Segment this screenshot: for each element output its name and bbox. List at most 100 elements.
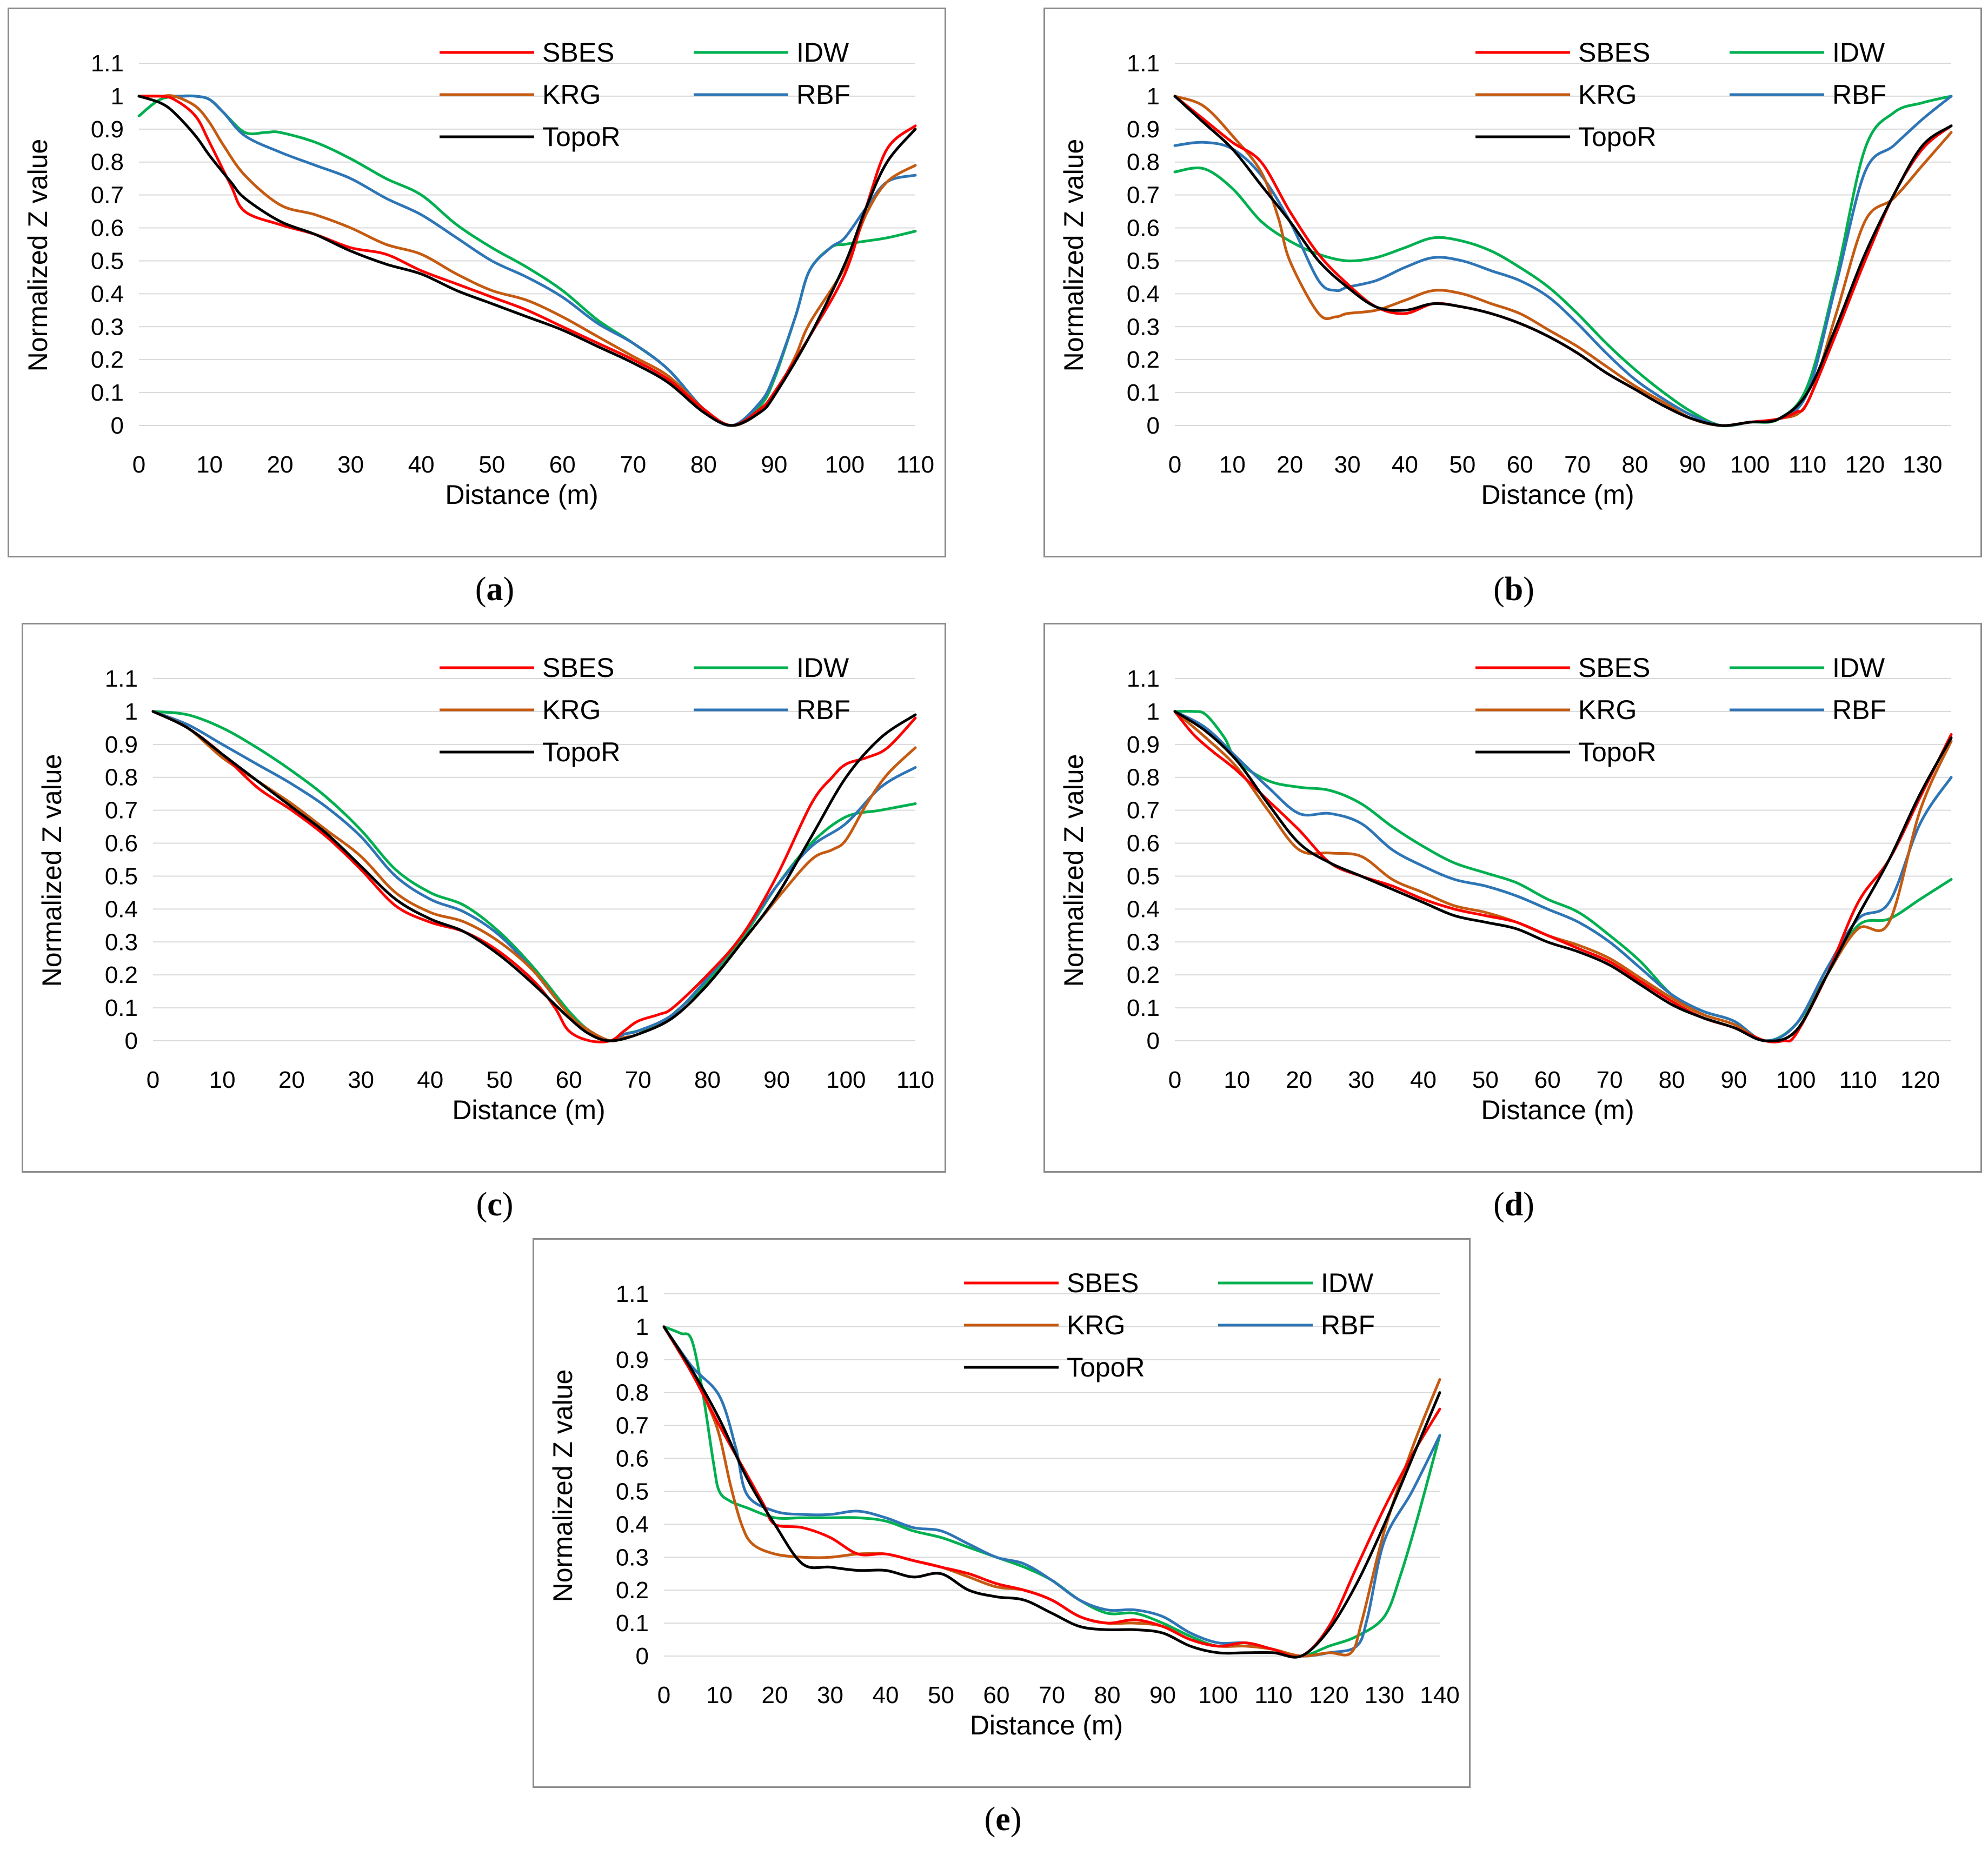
- caption-label-e: e: [995, 1801, 1010, 1838]
- y-tick-label: 0.1: [91, 380, 124, 406]
- x-tick-label: 100: [825, 451, 865, 478]
- legend-label-rbf: RBF: [796, 695, 850, 725]
- legend-label-idw: IDW: [1321, 1268, 1374, 1298]
- x-tick-label: 120: [1845, 451, 1885, 478]
- chart-d: 0 0.1 0.2 0.3 0.4 0.5 0.6 0.7 0.8 0.9 1 1.1 0 10 20 30 4…: [1059, 653, 1953, 1125]
- y-axis-title: Normalized Z value: [548, 1369, 578, 1603]
- y-tick-label: 0.8: [105, 764, 138, 791]
- y-tick-label: 0.1: [105, 995, 138, 1021]
- x-tick-label: 120: [1309, 1682, 1348, 1708]
- y-tick-label: 0.7: [91, 182, 124, 209]
- chart-panel-b: 0 0.1 0.2 0.3 0.4 0.5 0.6 0.7 0.8 0.9 1 1.1 0 10 20 30 4…: [1043, 8, 1982, 557]
- x-tick-label: 100: [1730, 451, 1770, 478]
- series-line-topor: [137, 95, 917, 427]
- chart-panel-c: 0 0.1 0.2 0.3 0.4 0.5 0.6 0.7 0.8 0.9 1 1.1 0 10 20 30 4…: [22, 623, 946, 1173]
- x-tick-label: 60: [1507, 451, 1533, 478]
- x-tick-label: 0: [1168, 451, 1181, 478]
- x-tick-label: 40: [417, 1067, 443, 1093]
- x-tick-label: 20: [278, 1067, 305, 1093]
- x-tick-label: 130: [1903, 451, 1942, 478]
- x-tick-label: 110: [896, 1067, 934, 1093]
- series-line-idw: [662, 1325, 1441, 1658]
- y-tick-label: 0.4: [1127, 281, 1160, 307]
- x-tick-label: 20: [1286, 1067, 1312, 1093]
- y-tick-label: 0.9: [1127, 732, 1160, 758]
- legend-label-krg: KRG: [1578, 695, 1637, 725]
- y-tick-label: 0.5: [616, 1478, 649, 1505]
- y-tick-label: 0.5: [1127, 863, 1160, 889]
- legend-label-rbf: RBF: [796, 79, 850, 110]
- series-line-topor: [1173, 95, 1953, 427]
- y-tick-label: 0.8: [91, 149, 124, 176]
- x-tick-label: 10: [1224, 1067, 1250, 1093]
- x-tick-label: 50: [928, 1682, 954, 1708]
- caption-e: (e): [984, 1801, 1022, 1838]
- x-tick-label: 80: [694, 1067, 721, 1093]
- y-tick-label: 0.3: [1127, 929, 1160, 955]
- legend-label-topor: TopoR: [542, 737, 621, 767]
- y-tick-label: 0.8: [616, 1380, 649, 1406]
- x-tick-label: 80: [1094, 1682, 1121, 1708]
- caption-b: (b): [1493, 571, 1534, 608]
- x-tick-label: 80: [690, 451, 717, 478]
- x-tick-label: 50: [1449, 451, 1475, 478]
- x-axis-title: Distance (m): [1481, 1095, 1634, 1125]
- series-line-krg: [1173, 95, 1953, 427]
- y-tick-label: 0: [1147, 413, 1160, 439]
- y-tick-label: 0.7: [616, 1413, 649, 1439]
- y-tick-label: 0: [111, 413, 124, 439]
- legend-label-topor: TopoR: [1578, 737, 1657, 767]
- x-tick-label: 40: [1392, 451, 1418, 478]
- x-axis-title: Distance (m): [452, 1095, 605, 1125]
- series-line-rbf: [1173, 710, 1953, 1042]
- x-tick-label: 20: [267, 451, 294, 478]
- legend-label-sbes: SBES: [542, 653, 614, 683]
- y-tick-label: 0.4: [91, 281, 124, 307]
- chart-panel-d: 0 0.1 0.2 0.3 0.4 0.5 0.6 0.7 0.8 0.9 1 1.1 0 10 20 30 4…: [1043, 623, 1982, 1173]
- y-tick-label: 1: [1147, 699, 1160, 725]
- y-axis-title: Normalized Z value: [37, 754, 67, 987]
- x-tick-label: 110: [896, 451, 934, 478]
- x-tick-label: 60: [556, 1067, 582, 1093]
- y-tick-label: 0.9: [1127, 116, 1160, 143]
- y-tick-label: 1.1: [91, 50, 124, 77]
- y-tick-label: 0: [1147, 1028, 1160, 1054]
- x-axis-title: Distance (m): [970, 1710, 1123, 1740]
- x-tick-label: 90: [761, 451, 787, 478]
- y-tick-label: 0.3: [616, 1544, 649, 1571]
- x-tick-label: 60: [549, 451, 576, 478]
- y-axis-title: Normalized Z value: [1059, 139, 1089, 372]
- series-line-krg: [137, 94, 917, 427]
- y-tick-label: 0: [125, 1028, 138, 1054]
- y-tick-label: 1.1: [1127, 666, 1160, 692]
- x-tick-label: 20: [762, 1682, 788, 1708]
- legend-label-rbf: RBF: [1832, 695, 1886, 725]
- y-tick-label: 0.5: [1127, 248, 1160, 274]
- legend-label-krg: KRG: [542, 695, 601, 725]
- x-tick-label: 60: [1534, 1067, 1561, 1093]
- y-tick-label: 1.1: [105, 666, 138, 692]
- legend-label-topor: TopoR: [542, 122, 621, 152]
- x-tick-label: 110: [1254, 1682, 1292, 1708]
- y-tick-label: 0.2: [1127, 962, 1160, 988]
- x-axis-title: Distance (m): [1481, 480, 1634, 510]
- x-tick-label: 110: [1788, 451, 1826, 478]
- y-tick-label: 0.7: [1127, 797, 1160, 824]
- x-tick-label: 70: [1597, 1067, 1623, 1093]
- x-tick-label: 10: [1219, 451, 1246, 478]
- legend-label-rbf: RBF: [1832, 79, 1886, 110]
- x-axis-title: Distance (m): [445, 480, 598, 510]
- y-tick-label: 0.6: [616, 1446, 649, 1472]
- chart-panel-a: 0 0.1 0.2 0.3 0.4 0.5 0.6 0.7 0.8 0.9 1 1.1 0 10 20 30 4…: [8, 8, 946, 557]
- series-line-topor: [151, 710, 917, 1042]
- series-line-topor: [662, 1325, 1441, 1659]
- caption-d: (d): [1493, 1186, 1534, 1223]
- series-line-krg: [151, 710, 917, 1042]
- chart-a: 0 0.1 0.2 0.3 0.4 0.5 0.6 0.7 0.8 0.9 1 1.1 0 10 20 30 4…: [23, 37, 934, 510]
- y-tick-label: 0.2: [616, 1577, 649, 1604]
- x-tick-label: 50: [478, 451, 505, 478]
- legend-label-sbes: SBES: [542, 37, 614, 68]
- caption-a: (a): [475, 571, 515, 608]
- y-tick-label: 0.6: [1127, 830, 1160, 857]
- x-tick-label: 100: [1198, 1682, 1238, 1708]
